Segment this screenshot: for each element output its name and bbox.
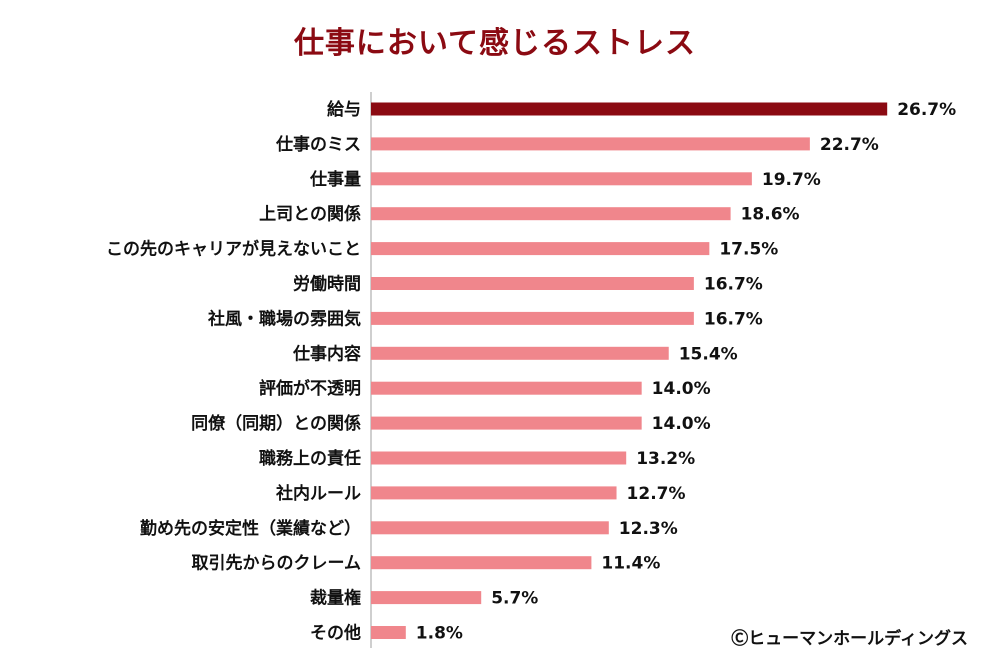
bar [371,172,752,186]
bar [371,416,642,430]
category-label: 勤め先の安定性（業績など） [140,518,361,539]
value-label: 14.0% [652,379,711,399]
category-label: 仕事内容 [292,343,361,364]
value-label: 12.7% [627,484,686,504]
bar [371,626,406,639]
value-label: 16.7% [704,309,763,329]
bar [371,277,694,290]
value-label: 5.7% [491,589,538,609]
category-label: 取引先からのクレーム [192,553,362,574]
value-label: 22.7% [820,135,879,155]
bar [371,381,642,395]
category-label: 評価が不透明 [259,378,361,399]
bar [371,346,669,360]
bar [371,102,888,116]
category-label: 同僚（同期）との関係 [191,413,361,434]
bar [371,311,694,325]
value-label: 12.3% [619,519,678,539]
category-label: 上司との関係 [259,204,361,225]
bar [371,207,731,221]
value-label: 19.7% [762,170,821,190]
category-label: 社内ルール [275,483,361,504]
value-label: 11.4% [601,554,660,574]
copyright-notice: Ⓒヒューマンホールディングス [731,629,968,649]
bar [371,591,482,605]
value-label: 17.5% [719,240,778,260]
category-label: 裁量権 [310,588,361,609]
value-label: 1.8% [416,624,463,644]
category-label: 労働時間 [293,274,361,295]
category-label: この先のキャリアが見えないこと [106,239,361,260]
bar [371,137,810,151]
chart-title: 仕事において感じるストレス [293,26,697,61]
bar [371,451,627,465]
category-label: 社風・職場の雰囲気 [207,308,361,329]
value-label: 15.4% [679,344,738,364]
category-label: その他 [310,623,361,644]
value-label: 18.6% [741,205,800,225]
category-label: 給与 [327,99,361,120]
bar [371,242,710,256]
category-label: 仕事のミス [275,134,361,155]
bar [371,521,609,535]
value-label: 26.7% [897,100,956,120]
bar [371,556,592,570]
category-label: 職務上の責任 [259,448,361,469]
value-label: 13.2% [636,449,695,469]
value-label: 16.7% [704,275,763,295]
category-label: 仕事量 [309,169,361,190]
bar [371,486,617,500]
value-label: 14.0% [652,414,711,434]
